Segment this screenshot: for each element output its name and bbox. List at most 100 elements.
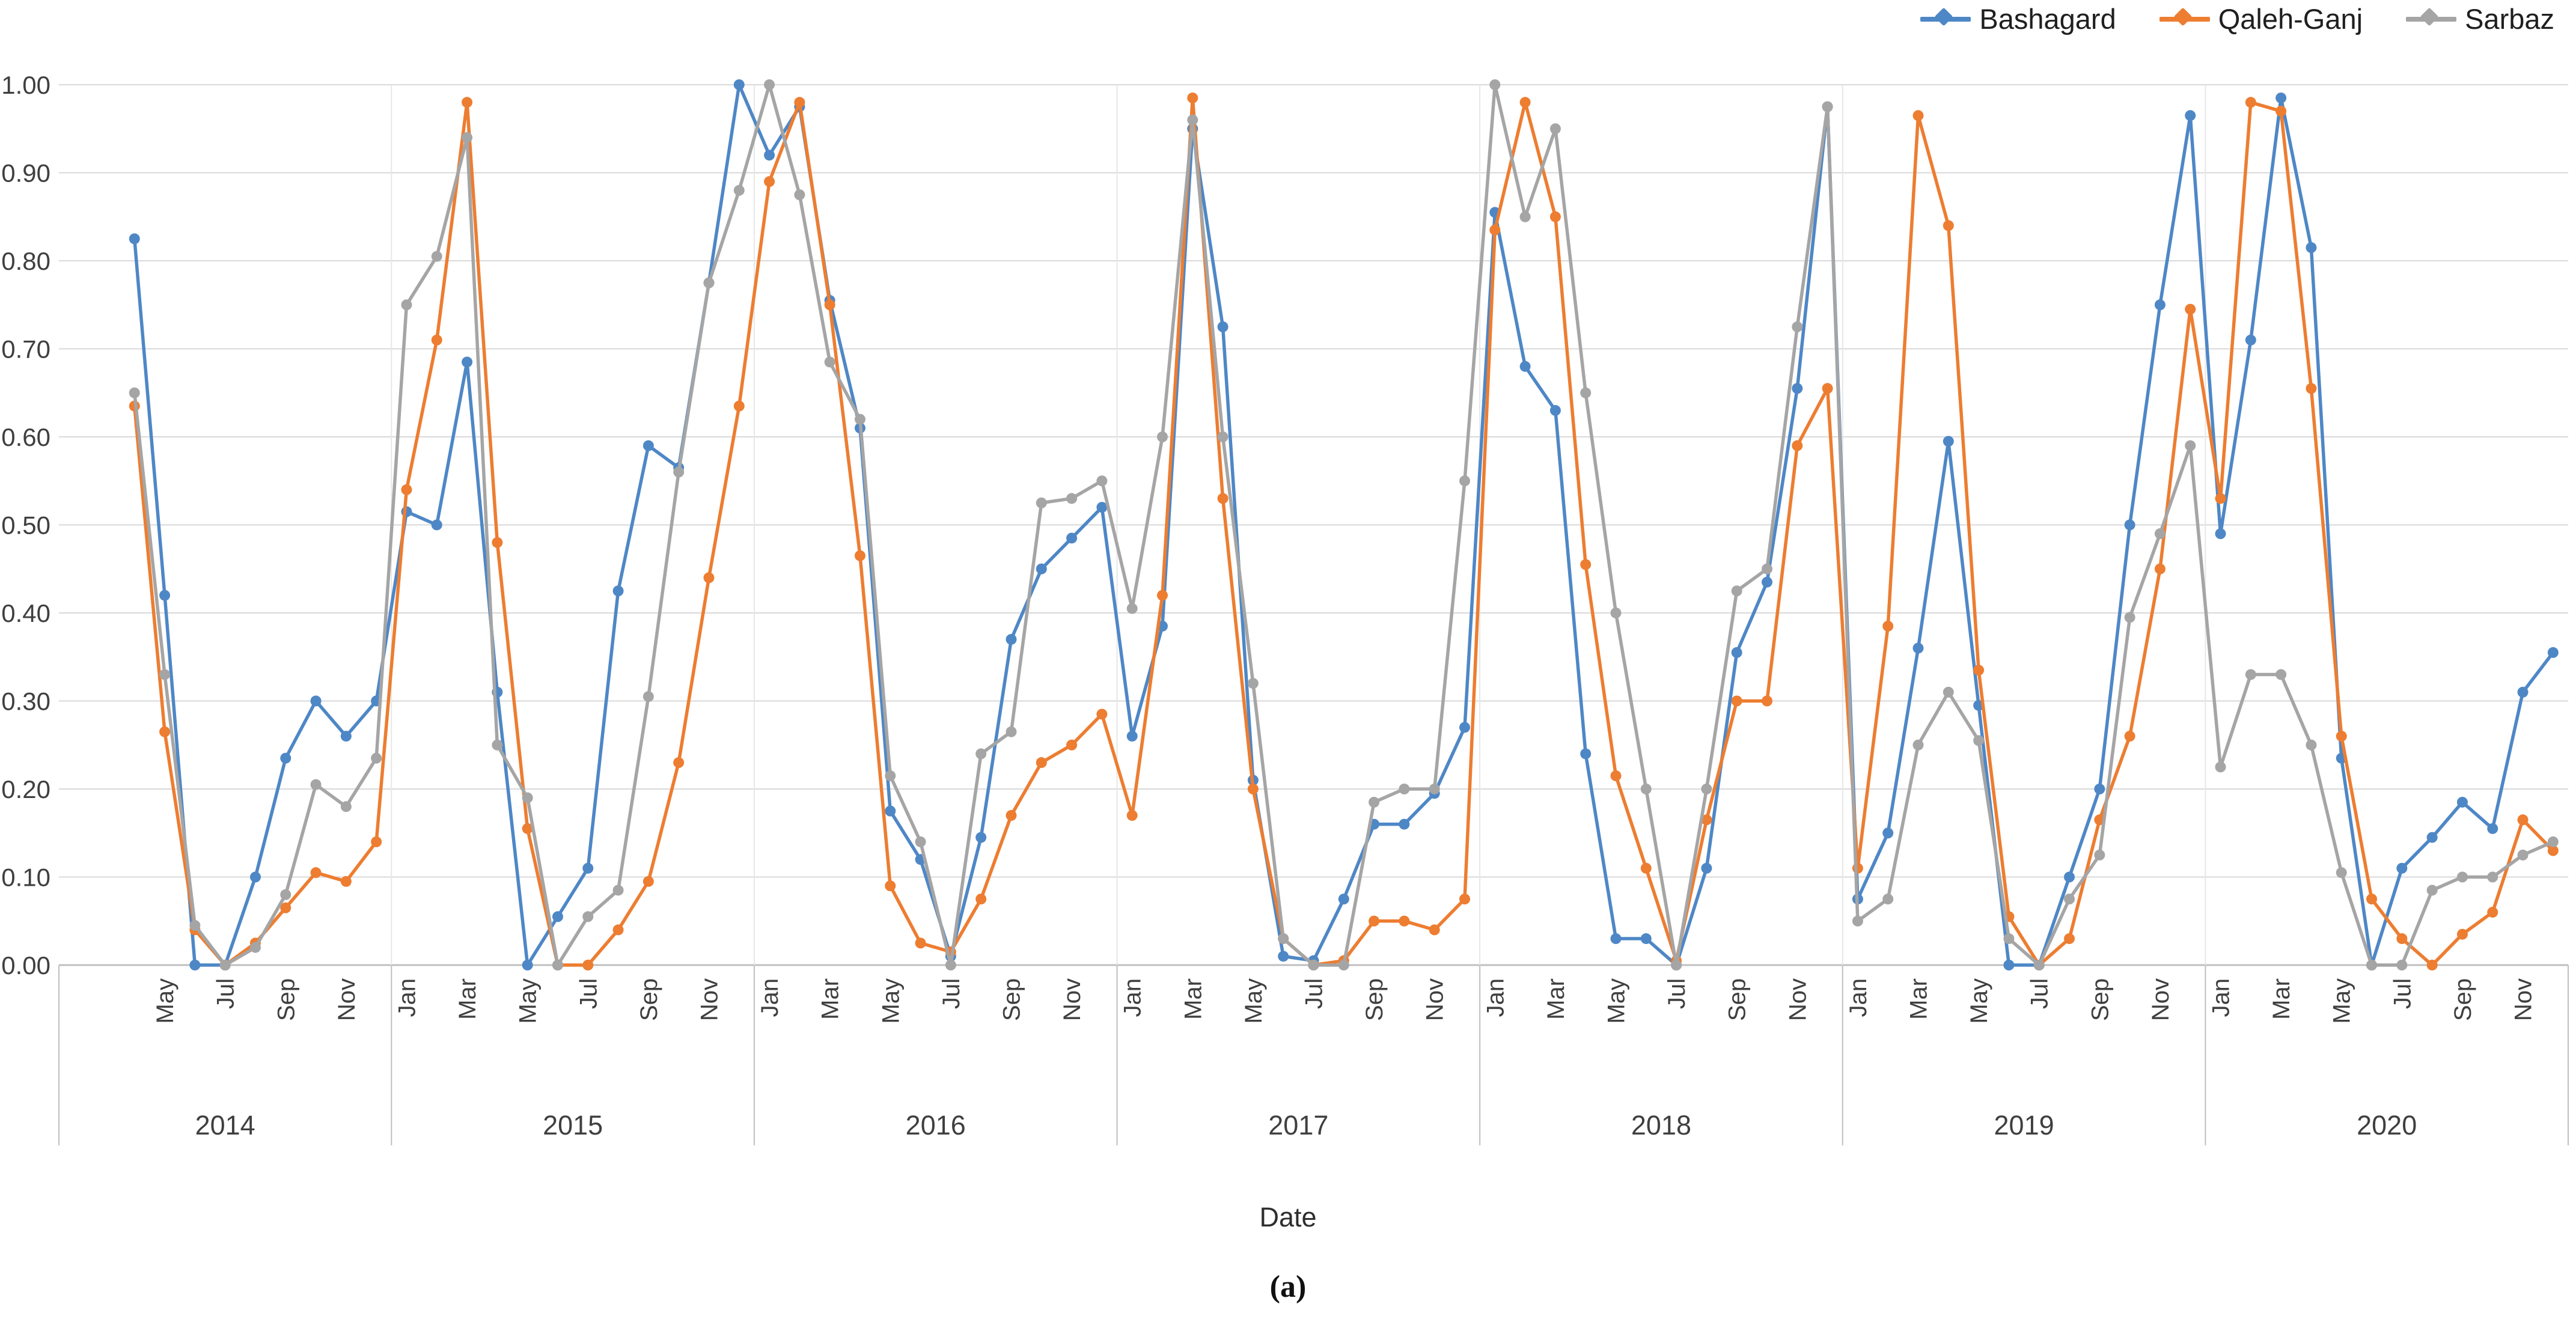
data-point-qaleh-ganj [2306,383,2317,394]
data-point-sarbaz [129,387,140,398]
data-point-bashagard [2547,647,2559,658]
x-axis-month-label: Jan [1120,978,1146,1017]
data-point-qaleh-ganj [1549,211,1561,222]
data-point-qaleh-ganj [462,97,473,108]
data-point-bashagard [2215,528,2226,540]
data-point-sarbaz [1308,960,1319,970]
data-point-qaleh-ganj [1943,220,1954,231]
data-point-qaleh-ganj [1519,97,1531,108]
data-point-qaleh-ganj [2426,960,2438,970]
data-point-qaleh-ganj [1610,770,1622,782]
x-axis-month-label: Sep [636,978,662,1021]
data-point-sarbaz [249,942,261,953]
legend-label: Bashagard [1979,3,2116,35]
data-point-bashagard [2094,784,2105,794]
data-point-bashagard [1580,748,1592,760]
data-point-bashagard [2275,92,2287,103]
x-axis-month-label: May [2329,978,2355,1024]
x-axis-month-label: Sep [2087,978,2113,1021]
x-axis-year-label: 2017 [1268,1110,1328,1141]
data-point-sarbaz [2517,849,2529,861]
data-point-bashagard [189,960,201,970]
data-point-qaleh-ganj [280,902,291,913]
data-point-bashagard [310,695,322,707]
data-point-bashagard [2426,832,2438,843]
data-point-sarbaz [2306,739,2317,751]
x-axis-month-label: May [152,978,179,1024]
data-point-qaleh-ganj [854,550,865,561]
data-point-sarbaz [2003,933,2015,945]
data-point-sarbaz [945,960,956,970]
data-point-bashagard [1006,633,1017,645]
data-point-qaleh-ganj [1217,493,1228,504]
data-point-bashagard [462,356,473,368]
data-point-sarbaz [2456,871,2468,883]
data-point-sarbaz [2064,894,2075,905]
data-point-qaleh-ganj [2336,731,2347,742]
chart-legend: Bashagard Qaleh-Ganj Sarbaz [1920,2,2554,35]
series-line-qaleh-ganj [133,96,2555,967]
data-point-qaleh-ganj [310,867,322,879]
data-point-bashagard [1217,321,1228,332]
data-point-sarbaz [2033,960,2045,970]
y-axis-tick-label: 0.60 [1,423,50,451]
data-point-bashagard [1731,647,1742,658]
x-axis-month-label: Jul [213,978,239,1009]
data-point-sarbaz [2275,669,2287,680]
data-point-qaleh-ganj [1187,92,1198,103]
legend-marker-icon [2406,7,2457,26]
data-point-sarbaz [915,836,926,847]
y-axis-tick-label: 0.50 [1,511,50,540]
legend-item-bashagard: Bashagard [1920,2,2116,35]
data-point-qaleh-ganj [1459,894,1471,905]
data-point-sarbaz [1156,431,1168,442]
x-axis-month-label: Jan [2208,978,2235,1017]
data-point-qaleh-ganj [1096,708,1108,720]
data-point-sarbaz [1671,960,1682,970]
data-point-qaleh-ganj [2154,563,2165,574]
data-point-bashagard [2306,242,2317,254]
data-point-sarbaz [703,277,715,288]
data-point-qaleh-ganj [1489,224,1501,236]
data-point-qaleh-ganj [1912,110,1924,121]
x-axis-month-label: Nov [1422,978,1448,1021]
data-point-qaleh-ganj [2517,814,2529,826]
data-point-sarbaz [159,669,171,680]
data-point-qaleh-ganj [1066,739,1078,751]
data-point-sarbaz [1882,894,1894,905]
data-point-qaleh-ganj [975,894,987,905]
data-point-sarbaz [2185,440,2196,451]
x-axis-month-label: Jul [1301,978,1328,1009]
x-axis-year-label: 2020 [2357,1110,2417,1141]
data-point-qaleh-ganj [1429,924,1440,936]
data-point-qaleh-ganj [2245,97,2256,108]
data-point-qaleh-ganj [401,484,412,495]
data-point-sarbaz [582,911,594,922]
data-point-bashagard [340,731,352,742]
legend-marker-icon [2159,7,2210,26]
data-point-sarbaz [552,960,563,970]
data-point-qaleh-ganj [431,334,442,346]
data-point-qaleh-ganj [2185,303,2196,315]
x-axis-month-label: Jan [394,978,420,1017]
x-axis-month-label: Jan [1482,978,1509,1017]
data-point-sarbaz [1943,686,1954,698]
data-point-bashagard [2064,871,2075,883]
data-point-sarbaz [2336,867,2347,879]
data-point-qaleh-ganj [2064,933,2075,945]
data-point-sarbaz [1429,784,1440,794]
data-point-qaleh-ganj [159,726,171,737]
data-point-bashagard [552,911,563,922]
legend-label: Sarbaz [2465,3,2554,35]
data-point-sarbaz [431,251,442,262]
x-axis-month-label: May [877,978,904,1024]
data-point-qaleh-ganj [794,97,805,108]
x-axis-month-label: Sep [273,978,299,1021]
data-point-sarbaz [1217,431,1228,442]
data-point-sarbaz [1762,563,1773,574]
x-axis-year-label: 2018 [1631,1110,1691,1141]
data-point-bashagard [1036,563,1047,574]
data-point-bashagard [1701,862,1712,874]
data-point-bashagard [2185,110,2196,121]
